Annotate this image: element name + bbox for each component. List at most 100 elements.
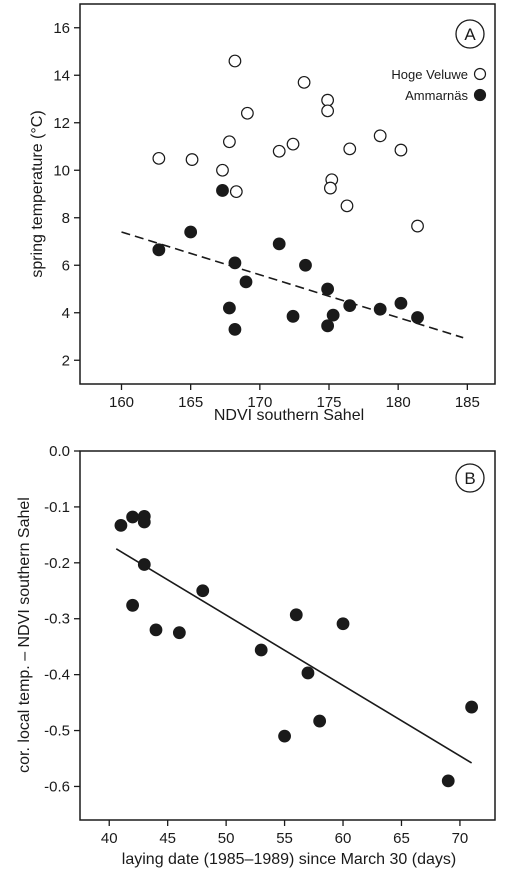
y-tick-label-b: -0.1 <box>44 499 70 516</box>
point-a-ammarn-s <box>343 299 357 313</box>
point-a-hoge-veluwe <box>216 163 229 177</box>
point-a-hoge-veluwe <box>321 93 335 107</box>
point-a-hoge-veluwe <box>222 135 236 149</box>
point-b-series <box>254 643 268 657</box>
point-a-hoge-veluwe <box>229 185 243 199</box>
y-tick-label-a: 2 <box>62 352 70 369</box>
panel-b-frame <box>79 450 496 821</box>
point-a-ammarn-s <box>299 258 312 272</box>
point-a-ammarn-s <box>228 256 242 270</box>
panel-b-axes: 40 45 50 55 60 65 70 0.0 -0.1 -0.2 -0.3 -0.4 -0.5 -0.… <box>44 443 468 847</box>
point-a-ammarn-s <box>411 311 424 324</box>
y-tick-label-a: 16 <box>53 20 70 37</box>
point-b-series <box>289 608 303 622</box>
y-tick-label-b: -0.3 <box>44 611 70 628</box>
point-a-hoge-veluwe <box>297 75 311 89</box>
point-b-series <box>313 714 327 728</box>
point-a-hoge-veluwe <box>321 104 335 118</box>
point-a-hoge-veluwe <box>343 142 357 156</box>
legend-marker-ammarnas <box>473 88 487 102</box>
panel-b: 40 45 50 55 60 65 70 0.0 -0.1 -0.2 -0.3 -0.4 -0.5 -0.… <box>16 443 496 868</box>
point-a-ammarn-s <box>286 309 300 323</box>
point-a-hoge-veluwe <box>323 181 337 195</box>
x-axis-title-b: laying date (1985–1989) since March 30 (… <box>122 851 456 868</box>
point-b-series <box>301 666 315 680</box>
point-b-series <box>137 515 151 529</box>
point-a-ammarn-s <box>228 322 242 336</box>
y-axis-title-a: spring temperature (°C) <box>29 110 46 277</box>
point-a-ammarn-s <box>394 296 408 310</box>
point-b-series <box>149 623 163 637</box>
point-b-series <box>336 617 350 631</box>
point-a-hoge-veluwe <box>340 199 354 213</box>
y-tick-label-a: 14 <box>53 67 70 84</box>
x-tick-label-a: 185 <box>455 394 480 411</box>
point-a-ammarn-s <box>239 275 253 289</box>
point-b-series <box>465 700 479 714</box>
point-a-hoge-veluwe <box>272 144 286 158</box>
point-a-ammarn-s <box>321 319 335 333</box>
x-tick-label-b: 40 <box>101 830 118 847</box>
x-tick-label-a: 160 <box>109 394 134 411</box>
svg-text:B: B <box>464 469 475 488</box>
legend-label-hoge-veluwe: Hoge Veluwe <box>391 67 468 82</box>
point-b-series <box>126 598 140 612</box>
y-tick-label-a: 6 <box>62 257 70 274</box>
y-tick-label-b: -0.4 <box>44 667 70 684</box>
point-a-ammarn-s <box>321 282 335 296</box>
point-a-ammarn-s <box>152 243 166 257</box>
y-tick-label-b: -0.6 <box>44 778 70 795</box>
panel-a-axes: 160 165 170 175 180 185 2 4 6 8 10 12 14 16 <box>53 20 480 411</box>
y-tick-label-a: 8 <box>62 210 70 227</box>
point-b-series <box>172 626 186 640</box>
x-tick-label-b: 50 <box>218 830 235 847</box>
regression-line-b <box>115 548 473 764</box>
point-a-ammarn-s <box>272 237 286 251</box>
x-tick-label-b: 55 <box>276 830 293 847</box>
x-axis-title-a: NDVI southern Sahel <box>214 407 364 424</box>
point-b-series <box>278 729 291 743</box>
legend-marker-hoge-veluwe <box>473 67 487 81</box>
point-a-hoge-veluwe <box>411 219 424 233</box>
x-tick-label-a: 165 <box>178 394 203 411</box>
panel-label-b: B <box>455 463 485 493</box>
y-tick-label-a: 4 <box>62 305 70 322</box>
x-tick-label-b: 45 <box>159 830 176 847</box>
point-a-ammarn-s <box>216 184 229 197</box>
legend: Hoge Veluwe Ammarnäs <box>391 67 487 103</box>
point-a-ammarn-s <box>222 301 236 315</box>
x-tick-label-b: 65 <box>393 830 410 847</box>
panel-a-frame <box>79 3 496 385</box>
y-tick-label-a: 10 <box>53 162 70 179</box>
x-tick-label-a: 175 <box>316 394 341 411</box>
panel-b-points <box>114 510 479 788</box>
point-a-hoge-veluwe <box>394 143 408 157</box>
point-a-ammarn-s <box>326 308 340 322</box>
svg-text:A: A <box>464 25 476 44</box>
point-b-series <box>196 584 210 598</box>
point-a-ammarn-s <box>373 302 387 316</box>
y-axis-title-b: cor. local temp. – NDVI southern Sahel <box>16 497 33 773</box>
panel-a: 160 165 170 175 180 185 2 4 6 8 10 12 14 16 spring te… <box>29 3 496 424</box>
panel-b-regression <box>115 548 473 764</box>
y-tick-label-b: -0.5 <box>44 723 70 740</box>
point-a-hoge-veluwe <box>152 151 166 165</box>
panel-a-regression <box>121 231 464 339</box>
legend-label-ammarnas: Ammarnäs <box>405 88 468 103</box>
point-b-series <box>114 518 128 532</box>
point-b-series <box>126 510 140 524</box>
point-a-hoge-veluwe <box>228 54 242 68</box>
point-a-hoge-veluwe <box>240 106 254 120</box>
x-tick-label-b: 60 <box>335 830 352 847</box>
point-a-hoge-veluwe <box>185 153 199 166</box>
x-tick-label-a: 170 <box>247 394 272 411</box>
panel-label-a: A <box>455 19 485 49</box>
point-b-series <box>137 558 151 571</box>
point-b-series <box>441 774 455 788</box>
point-a-ammarn-s <box>184 225 198 239</box>
y-tick-label-a: 12 <box>53 115 70 132</box>
x-tick-label-a: 180 <box>386 394 411 411</box>
regression-line-a <box>121 231 464 339</box>
point-a-hoge-veluwe <box>373 129 387 143</box>
